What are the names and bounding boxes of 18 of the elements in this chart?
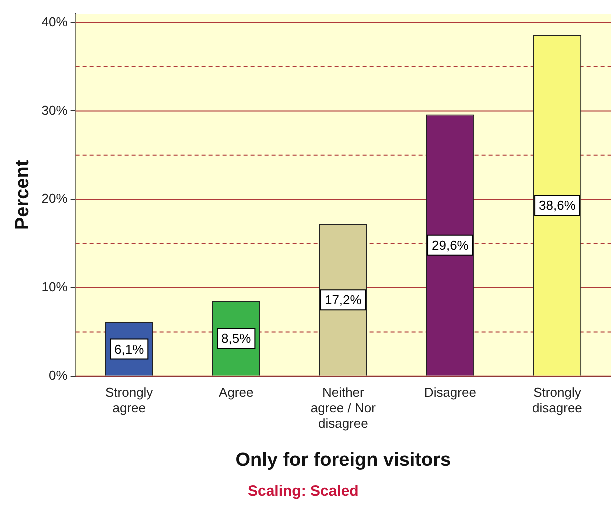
x-tick-label: Disagree bbox=[424, 384, 476, 400]
data-label: 17,2% bbox=[324, 292, 362, 308]
x-tick-label: Strongly agree bbox=[105, 384, 154, 416]
x-axis-title: Only for foreign visitors bbox=[236, 450, 452, 471]
data-label: 38,6% bbox=[539, 198, 576, 214]
x-tick-label: Neither agree / Nor disagree bbox=[310, 384, 377, 431]
y-tick-label: 20% bbox=[42, 191, 68, 206]
y-axis-title: Percent bbox=[12, 160, 34, 230]
x-tick-label: Strongly disagree bbox=[532, 384, 582, 416]
data-label: 29,6% bbox=[432, 238, 470, 253]
data-label: 8,5% bbox=[222, 331, 252, 346]
x-tick-label: Agree bbox=[219, 384, 254, 400]
text: Scaling: Scaled bbox=[248, 483, 359, 500]
y-tick-label: 0% bbox=[49, 368, 68, 383]
data-label: 6,1% bbox=[114, 342, 145, 357]
y-tick-label: 40% bbox=[42, 14, 68, 30]
y-tick-label: 10% bbox=[42, 280, 68, 295]
y-tick-label: 30% bbox=[42, 102, 68, 118]
